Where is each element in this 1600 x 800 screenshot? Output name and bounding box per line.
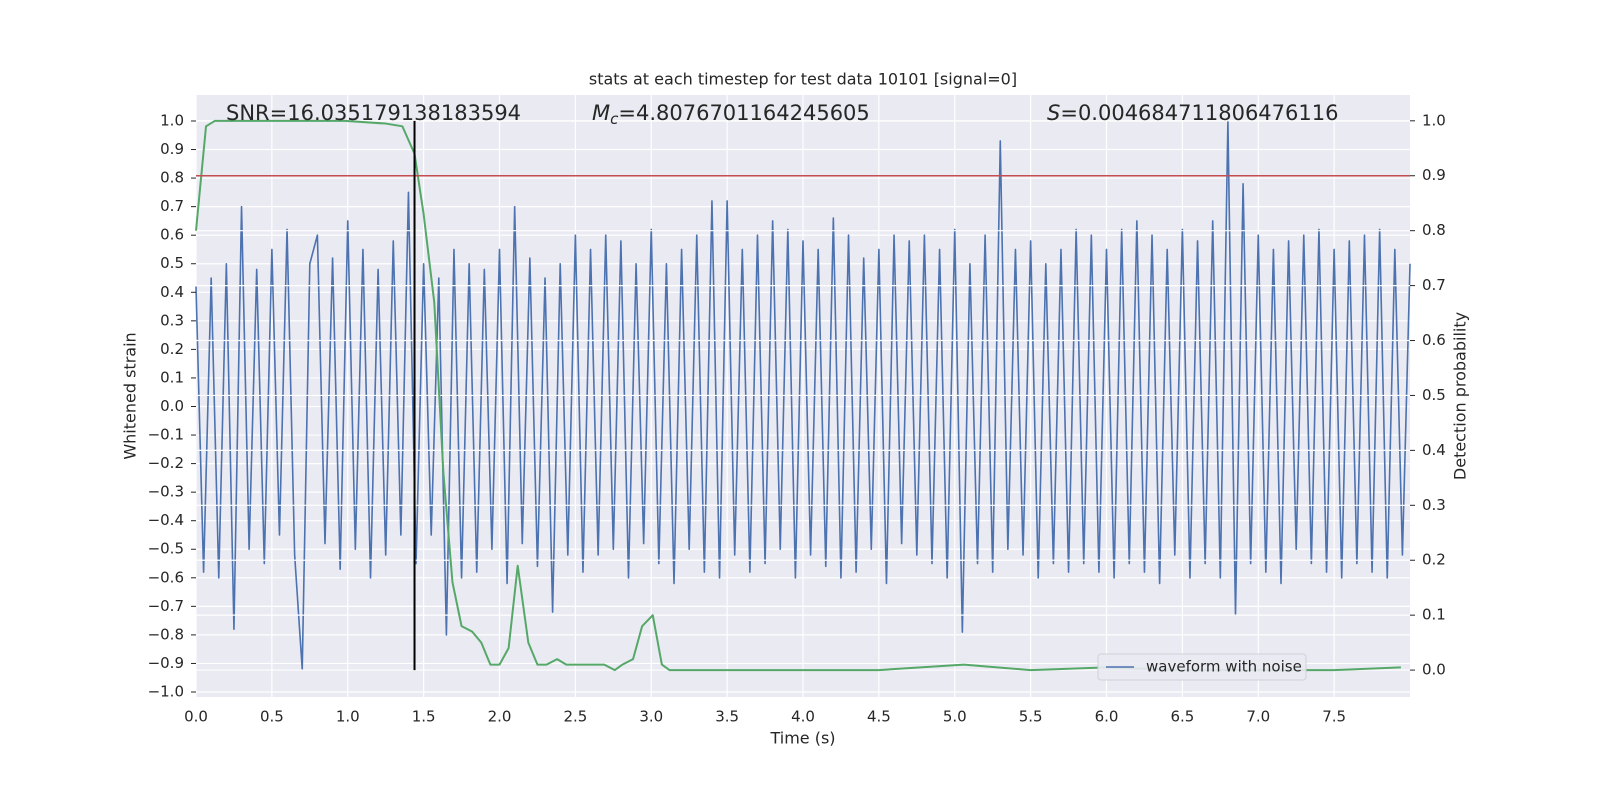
y-tick-label: −0.9 (148, 654, 184, 672)
chart-title: stats at each timestep for test data 101… (589, 70, 1017, 89)
x-axis-label: Time (s) (769, 729, 835, 748)
annotation: S=0.004684711806476116 (1047, 101, 1338, 125)
waveform-line (195, 120, 1411, 670)
annotation-subscript: c (610, 110, 619, 128)
y-tick-label: 0.7 (160, 197, 184, 215)
y-tick-label: 0.4 (160, 283, 184, 301)
y-tick-label: −0.1 (148, 426, 184, 444)
x-tick-label: 5.0 (943, 708, 967, 726)
x-tick-label: 2.5 (563, 708, 587, 726)
x-tick-label: 5.5 (1019, 708, 1043, 726)
y-tick-label: −0.2 (148, 454, 184, 472)
y-tick-label: 0.5 (160, 254, 184, 272)
y2-tick-label: 0.4 (1422, 441, 1446, 459)
annotation-text: =4.8076701164245605 (618, 101, 869, 125)
marks (195, 120, 1411, 670)
x-tick-label: 3.0 (639, 708, 663, 726)
annotation: SNR=16.035179138183594 (226, 101, 521, 125)
y2-tick-label: 0.8 (1422, 221, 1446, 239)
y-tick-label: −1.0 (148, 683, 184, 701)
y2-tick-label: 0.6 (1422, 331, 1446, 349)
annotation-symbol: SNR (226, 101, 270, 125)
y-tick-label: −0.4 (148, 511, 184, 529)
y-axis-label: Whitened strain (121, 332, 140, 459)
y2-tick-label: 0.7 (1422, 276, 1446, 294)
y2-tick-label: 0.1 (1422, 606, 1446, 624)
y-tick-label: −0.3 (148, 483, 184, 501)
y2-tick-label: 0.2 (1422, 551, 1446, 569)
y-tick-label: 0.8 (160, 169, 184, 187)
y-tick-label: 0.2 (160, 340, 184, 358)
x-tick-label: 4.0 (791, 708, 815, 726)
annotation-text: =0.004684711806476116 (1060, 101, 1338, 125)
x-tick-label: 7.0 (1246, 708, 1270, 726)
x-tick-label: 2.0 (488, 708, 512, 726)
y-tick-label: 0.1 (160, 368, 184, 386)
x-tick-label: 4.5 (867, 708, 891, 726)
x-tick-label: 6.0 (1095, 708, 1119, 726)
x-tick-label: 7.5 (1322, 708, 1346, 726)
y-tick-label: 0.9 (160, 140, 184, 158)
y2-tick-label: 0.9 (1422, 166, 1446, 184)
annotation-text: =16.035179138183594 (270, 101, 521, 125)
x-tick-label: 1.0 (336, 708, 360, 726)
y-tick-label: 0.6 (160, 226, 184, 244)
y2-tick-label: 0.0 (1422, 661, 1446, 679)
y-tick-label: 0.0 (160, 397, 184, 415)
y-tick-label: −0.7 (148, 597, 184, 615)
y-tick-label: 0.3 (160, 311, 184, 329)
x-tick-label: 0.0 (184, 708, 208, 726)
legend-box (1097, 653, 1307, 681)
y2-tick-label: 0.5 (1422, 386, 1446, 404)
y-tick-label: −0.5 (148, 540, 184, 558)
y-tick-label: 1.0 (160, 111, 184, 129)
y-tick-label: −0.8 (148, 625, 184, 643)
probability-line (195, 119, 1401, 672)
y2-axis-label: Detection probability (1451, 312, 1470, 480)
y2-tick-label: 1.0 (1422, 111, 1446, 129)
annotation-symbol: M (592, 101, 610, 125)
x-tick-label: 3.5 (715, 708, 739, 726)
x-tick-label: 1.5 (412, 708, 436, 726)
overlay: waveform with noise (195, 119, 1410, 681)
y2-tick-label: 0.3 (1422, 496, 1446, 514)
annotation: Mc=4.8076701164245605 (592, 101, 870, 128)
annotation-symbol: S (1047, 101, 1060, 125)
legend-label: waveform with noise (1146, 658, 1302, 676)
x-tick-label: 0.5 (260, 708, 284, 726)
x-tick-label: 6.5 (1170, 708, 1194, 726)
y-tick-label: −0.6 (148, 568, 184, 586)
